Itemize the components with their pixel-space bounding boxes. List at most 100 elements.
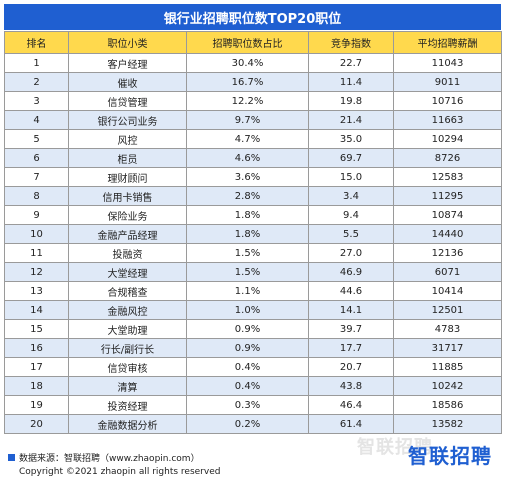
cell-rank: 15 (4, 319, 69, 339)
cell-rank: 10 (4, 224, 69, 244)
data-source: 数据来源：智联招聘（www.zhaopin.com） (8, 451, 200, 464)
cell-competition: 20.7 (308, 357, 394, 377)
cell-share: 0.4% (186, 376, 309, 396)
table-row: 14 金融风控 1.0% 14.1 12501 (4, 300, 502, 320)
cell-competition: 22.7 (308, 53, 394, 73)
table-row: 19 投资经理 0.3% 46.4 18586 (4, 395, 502, 415)
cell-position: 风控 (68, 129, 187, 149)
cell-share: 1.8% (186, 224, 309, 244)
cell-competition: 39.7 (308, 319, 394, 339)
cell-share: 1.1% (186, 281, 309, 301)
cell-rank: 11 (4, 243, 69, 263)
cell-share: 1.8% (186, 205, 309, 225)
table-row: 7 理财顾问 3.6% 15.0 12583 (4, 167, 502, 187)
cell-share: 3.6% (186, 167, 309, 187)
cell-salary: 10414 (393, 281, 502, 301)
brand-logo: 智联招聘 (408, 444, 492, 468)
cell-position: 合规稽查 (68, 281, 187, 301)
cell-position: 大堂经理 (68, 262, 187, 282)
cell-share: 0.9% (186, 338, 309, 358)
cell-position: 信用卡销售 (68, 186, 187, 206)
cell-competition: 35.0 (308, 129, 394, 149)
cell-salary: 12583 (393, 167, 502, 187)
cell-position: 清算 (68, 376, 187, 396)
cell-rank: 7 (4, 167, 69, 187)
cell-salary: 11663 (393, 110, 502, 130)
cell-position: 投融资 (68, 243, 187, 263)
cell-share: 0.4% (186, 357, 309, 377)
cell-share: 2.8% (186, 186, 309, 206)
column-header-rank: 排名 (4, 31, 69, 54)
cell-salary: 4783 (393, 319, 502, 339)
cell-salary: 14440 (393, 224, 502, 244)
cell-rank: 18 (4, 376, 69, 396)
cell-position: 金融风控 (68, 300, 187, 320)
cell-rank: 6 (4, 148, 69, 168)
table-row: 11 投融资 1.5% 27.0 12136 (4, 243, 502, 263)
cell-position: 柜员 (68, 148, 187, 168)
cell-share: 0.2% (186, 414, 309, 434)
cell-salary: 11295 (393, 186, 502, 206)
cell-share: 0.9% (186, 319, 309, 339)
cell-competition: 14.1 (308, 300, 394, 320)
table-row: 20 金融数据分析 0.2% 61.4 13582 (4, 414, 502, 434)
cell-competition: 19.8 (308, 91, 394, 111)
copyright-text: Copyright ©2021 zhaopin all rights reser… (19, 467, 221, 477)
cell-share: 4.7% (186, 129, 309, 149)
cell-salary: 10242 (393, 376, 502, 396)
cell-salary: 9011 (393, 72, 502, 92)
cell-share: 1.0% (186, 300, 309, 320)
column-header-salary: 平均招聘薪酬 (393, 31, 502, 54)
table-row: 13 合规稽查 1.1% 44.6 10414 (4, 281, 502, 301)
table-row: 18 清算 0.4% 43.8 10242 (4, 376, 502, 396)
cell-competition: 5.5 (308, 224, 394, 244)
table-row: 15 大堂助理 0.9% 39.7 4783 (4, 319, 502, 339)
source-marker-icon (8, 454, 15, 461)
cell-share: 0.3% (186, 395, 309, 415)
table-row: 4 银行公司业务 9.7% 21.4 11663 (4, 110, 502, 130)
column-header-competition: 竞争指数 (308, 31, 394, 54)
cell-rank: 17 (4, 357, 69, 377)
cell-position: 客户经理 (68, 53, 187, 73)
cell-competition: 46.9 (308, 262, 394, 282)
cell-rank: 1 (4, 53, 69, 73)
watermark: 智联招聘 (357, 437, 433, 458)
cell-position: 保险业务 (68, 205, 187, 225)
cell-competition: 15.0 (308, 167, 394, 187)
cell-rank: 4 (4, 110, 69, 130)
cell-competition: 61.4 (308, 414, 394, 434)
cell-salary: 12136 (393, 243, 502, 263)
cell-share: 1.5% (186, 262, 309, 282)
cell-competition: 43.8 (308, 376, 394, 396)
cell-salary: 18586 (393, 395, 502, 415)
cell-share: 1.5% (186, 243, 309, 263)
table-row: 9 保险业务 1.8% 9.4 10874 (4, 205, 502, 225)
cell-competition: 11.4 (308, 72, 394, 92)
cell-salary: 6071 (393, 262, 502, 282)
cell-share: 12.2% (186, 91, 309, 111)
cell-position: 金融数据分析 (68, 414, 187, 434)
column-header-share: 招聘职位数占比 (186, 31, 309, 54)
cell-salary: 11885 (393, 357, 502, 377)
cell-competition: 44.6 (308, 281, 394, 301)
cell-position: 大堂助理 (68, 319, 187, 339)
cell-position: 信贷审核 (68, 357, 187, 377)
cell-position: 银行公司业务 (68, 110, 187, 130)
cell-salary: 11043 (393, 53, 502, 73)
cell-share: 30.4% (186, 53, 309, 73)
cell-salary: 10294 (393, 129, 502, 149)
cell-rank: 20 (4, 414, 69, 434)
cell-rank: 13 (4, 281, 69, 301)
cell-salary: 13582 (393, 414, 502, 434)
cell-rank: 5 (4, 129, 69, 149)
cell-salary: 8726 (393, 148, 502, 168)
cell-salary: 31717 (393, 338, 502, 358)
table-row: 8 信用卡销售 2.8% 3.4 11295 (4, 186, 502, 206)
cell-rank: 14 (4, 300, 69, 320)
cell-rank: 16 (4, 338, 69, 358)
cell-competition: 46.4 (308, 395, 394, 415)
cell-salary: 10874 (393, 205, 502, 225)
cell-position: 信贷管理 (68, 91, 187, 111)
cell-competition: 9.4 (308, 205, 394, 225)
table-header-row: 排名 职位小类 招聘职位数占比 竞争指数 平均招聘薪酬 (4, 31, 502, 54)
